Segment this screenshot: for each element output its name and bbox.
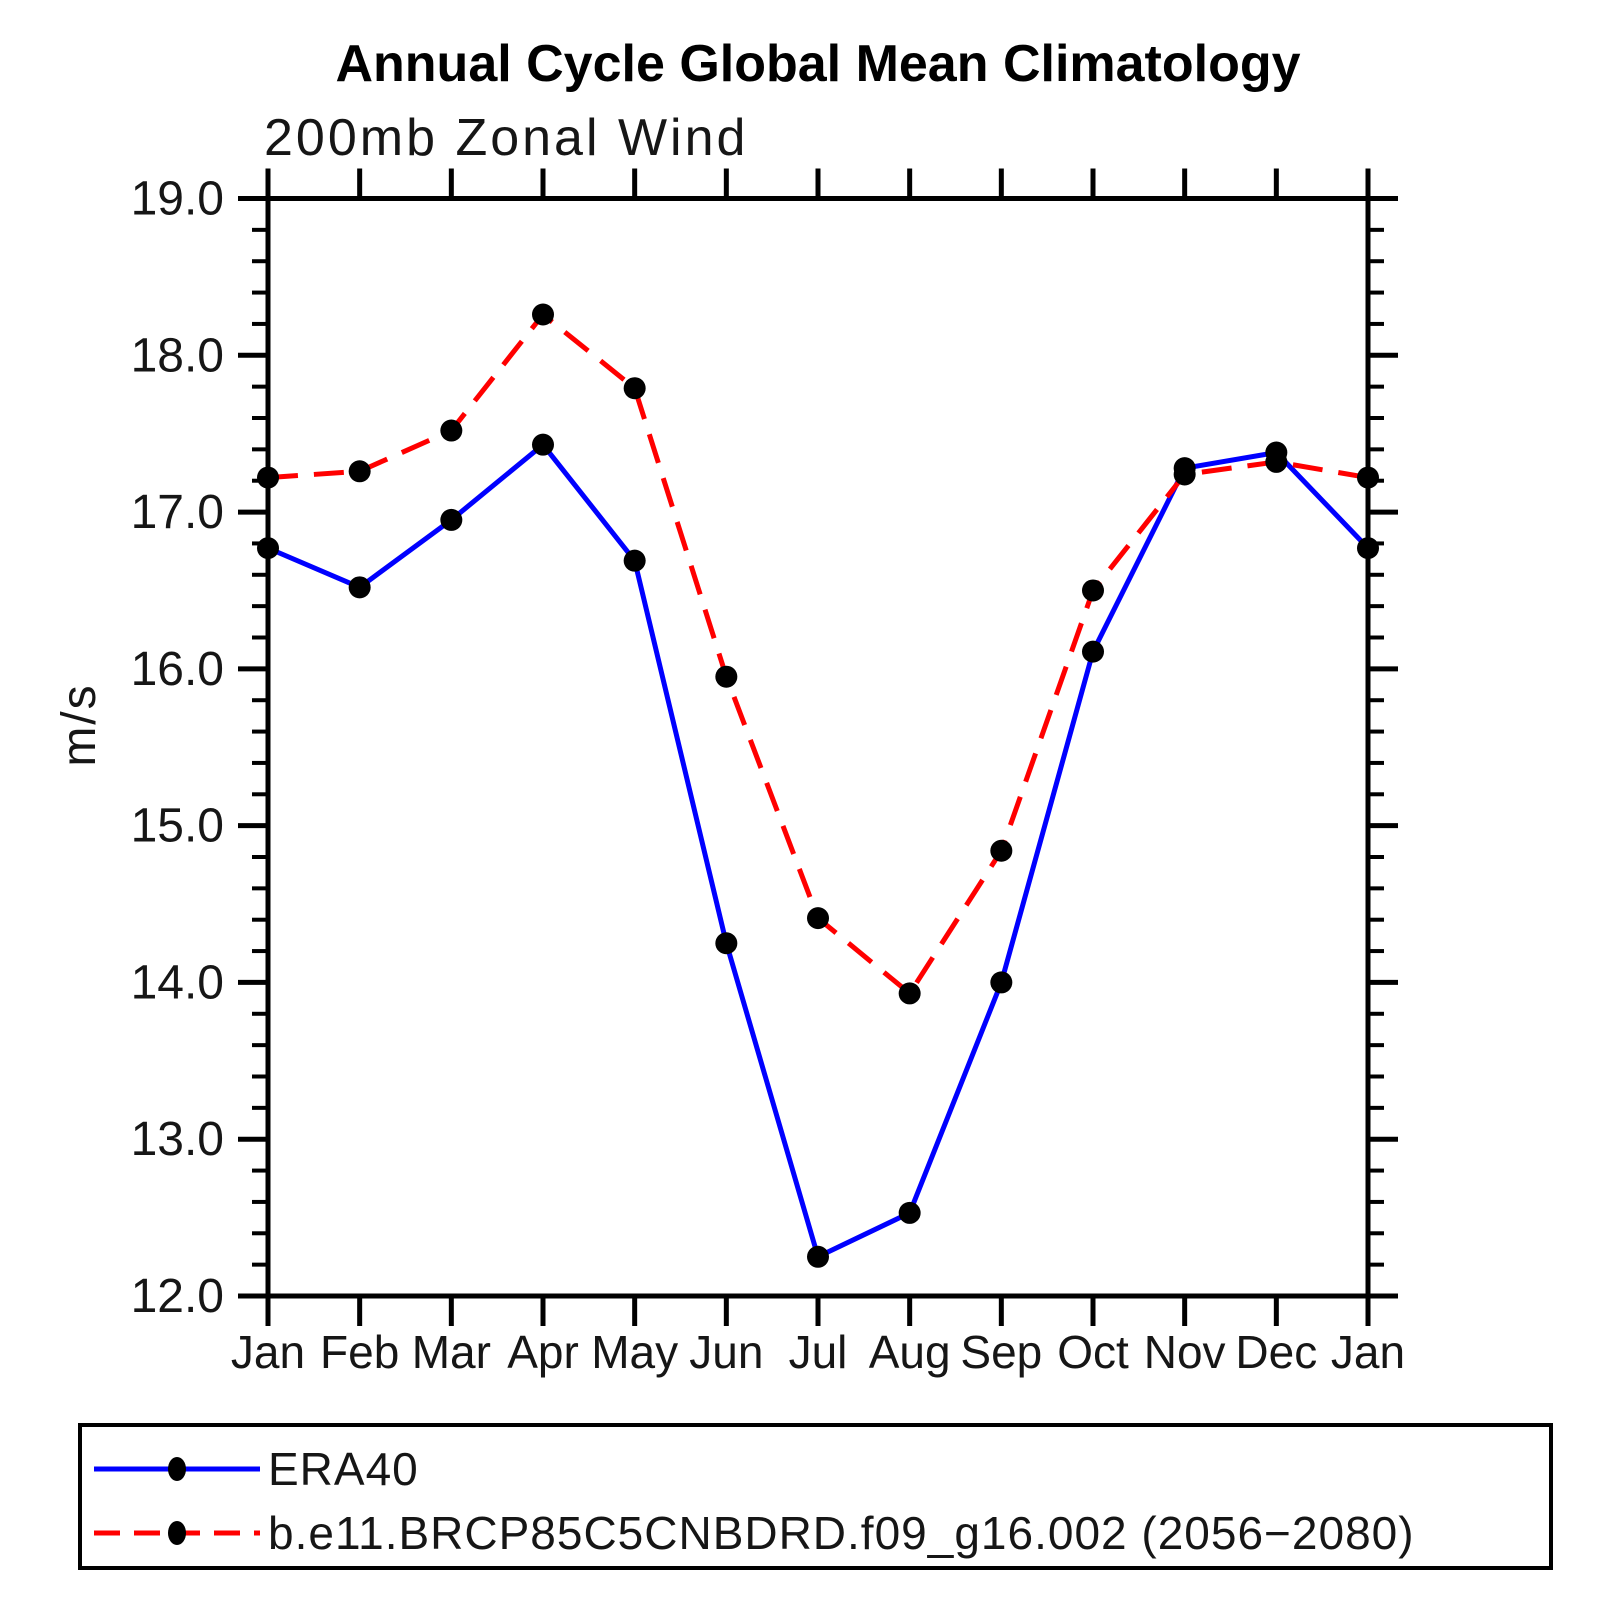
series-line-0 [267, 442, 1370, 1260]
chart-subtitle: 200mb Zonal Wind [264, 109, 749, 167]
legend-label-era40: ERA40 [268, 1442, 419, 1495]
data-point-series0 [807, 1245, 829, 1268]
data-point-series1 [348, 460, 371, 483]
data-point-series0 [990, 971, 1013, 994]
legend-swatch-svg [94, 1520, 260, 1545]
data-point-series0 [440, 508, 463, 531]
legend-marker-dot [168, 1520, 186, 1545]
data-point-series1 [898, 982, 921, 1005]
x-tick-label: Oct [1057, 1326, 1129, 1378]
data-point-series1 [623, 377, 646, 400]
legend-swatch-svg [94, 1456, 260, 1481]
x-tick-label: Apr [507, 1326, 579, 1378]
y-tick-label: 14.0 [131, 956, 224, 1009]
data-point-series1 [1173, 463, 1196, 486]
chart-title: Annual Cycle Global Mean Climatology [335, 35, 1301, 93]
series-line-1 [267, 312, 1369, 996]
data-point-series1 [807, 907, 829, 930]
data-point-series1 [990, 839, 1013, 862]
x-tick-label: Dec [1235, 1326, 1317, 1378]
x-tick-label: Mar [412, 1326, 491, 1378]
x-tick-label: Jan [1331, 1326, 1405, 1378]
data-point-series1 [1082, 579, 1104, 602]
y-tick-label: 12.0 [131, 1270, 224, 1323]
data-point-series1 [532, 303, 554, 326]
legend-label-model: b.e11.BRCP85C5CNBDRD.f09_g16.002 (2056−2… [268, 1506, 1415, 1559]
legend-row-era40: ERA40 [82, 1437, 1549, 1501]
y-tick-label: 17.0 [131, 486, 224, 539]
data-point-series0 [348, 576, 371, 599]
y-tick-label: 15.0 [131, 800, 224, 853]
x-tick-label: Jan [231, 1326, 305, 1378]
x-tick-label: Nov [1144, 1326, 1226, 1378]
x-tick-label: Jul [789, 1326, 848, 1378]
data-point-series1 [1265, 450, 1288, 473]
legend-marker-dot [168, 1456, 186, 1481]
y-tick-label: 19.0 [131, 173, 224, 226]
legend-swatch-dashed-red [92, 1511, 262, 1555]
legend-swatch-solid-blue [92, 1447, 262, 1491]
y-tick-label: 16.0 [131, 643, 224, 696]
legend-row-model: b.e11.BRCP85C5CNBDRD.f09_g16.002 (2056−2… [82, 1501, 1549, 1565]
y-tick-label: 18.0 [131, 329, 224, 382]
data-point-series1 [257, 466, 279, 489]
data-point-series0 [1357, 537, 1379, 560]
x-tick-label: Feb [320, 1326, 399, 1378]
data-point-series0 [623, 549, 646, 572]
data-point-series1 [715, 665, 738, 688]
data-point-series0 [715, 932, 738, 955]
plot-border [265, 196, 1371, 1299]
data-point-series0 [532, 433, 554, 456]
data-point-series0 [1082, 640, 1104, 663]
legend-box: ERA40 b.e11.BRCP85C5CNBDRD.f09_g16.002 (… [78, 1423, 1553, 1570]
data-point-series1 [440, 419, 463, 442]
data-point-series0 [257, 537, 279, 560]
x-tick-label: May [591, 1326, 678, 1378]
x-tick-label: Aug [869, 1326, 951, 1378]
y-axis-label: m/s [52, 683, 106, 767]
x-tick-label: Sep [960, 1326, 1042, 1378]
data-point-series1 [1357, 466, 1379, 489]
x-tick-label: Jun [689, 1326, 763, 1378]
y-tick-label: 13.0 [131, 1113, 224, 1166]
data-point-series0 [898, 1201, 921, 1224]
